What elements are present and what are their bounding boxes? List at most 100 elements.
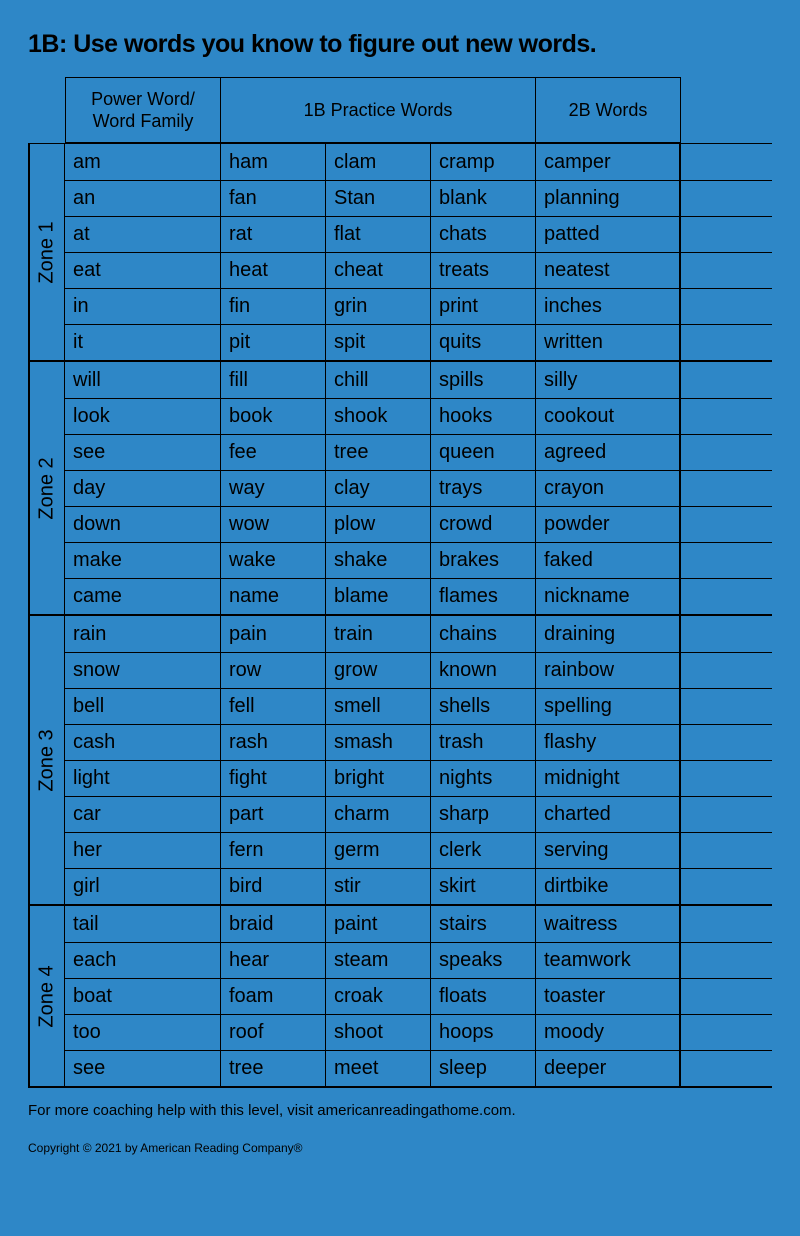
cell-2b-word: crayon: [536, 471, 681, 506]
cell-2b-word: rainbow: [536, 653, 681, 688]
cell-practice-1: book: [221, 399, 326, 434]
table-row: eachhearsteamspeaksteamwork: [65, 942, 772, 978]
zone-rows: tailbraidpaintstairswaitresseachhearstea…: [65, 906, 772, 1086]
cell-2b-word: teamwork: [536, 943, 681, 978]
cell-powerword: see: [65, 435, 221, 470]
cell-practice-3: cramp: [431, 144, 536, 180]
table-row: lookbookshookhookscookout: [65, 398, 772, 434]
cell-practice-1: foam: [221, 979, 326, 1014]
cell-practice-2: paint: [326, 906, 431, 942]
zone-rows: willfillchillspillssillylookbookshookhoo…: [65, 362, 772, 614]
zone-rows: rainpaintrainchainsdrainingsnowrowgrowkn…: [65, 616, 772, 904]
cell-2b-word: agreed: [536, 435, 681, 470]
zone-label-text: Zone 1: [36, 221, 59, 283]
cell-practice-1: way: [221, 471, 326, 506]
table-row: boatfoamcroakfloatstoaster: [65, 978, 772, 1014]
table-row: anfanStanblankplanning: [65, 180, 772, 216]
cell-powerword: tail: [65, 906, 221, 942]
cell-2b-word: nickname: [536, 579, 681, 614]
cell-practice-2: plow: [326, 507, 431, 542]
cell-2b-word: moody: [536, 1015, 681, 1050]
table-row: tooroofshoothoopsmoody: [65, 1014, 772, 1050]
cell-2b-word: planning: [536, 181, 681, 216]
zone-label-text: Zone 3: [36, 729, 59, 791]
cell-2b-word: toaster: [536, 979, 681, 1014]
cell-2b-word: spelling: [536, 689, 681, 724]
cell-practice-2: grow: [326, 653, 431, 688]
cell-powerword: look: [65, 399, 221, 434]
cell-practice-3: known: [431, 653, 536, 688]
cell-practice-3: spills: [431, 362, 536, 398]
cell-practice-2: stir: [326, 869, 431, 904]
cell-practice-3: queen: [431, 435, 536, 470]
cell-practice-2: shoot: [326, 1015, 431, 1050]
cell-practice-2: spit: [326, 325, 431, 360]
table-row: girlbirdstirskirtdirtbike: [65, 868, 772, 904]
cell-2b-word: patted: [536, 217, 681, 252]
zone-section: Zone 1amhamclamcrampcamperanfanStanblank…: [28, 143, 772, 360]
cell-powerword: it: [65, 325, 221, 360]
cell-practice-3: sleep: [431, 1051, 536, 1086]
cell-practice-1: pit: [221, 325, 326, 360]
table-row: willfillchillspillssilly: [65, 362, 772, 398]
cell-practice-3: chats: [431, 217, 536, 252]
cell-practice-1: fern: [221, 833, 326, 868]
table-row: herferngermclerkserving: [65, 832, 772, 868]
cell-practice-3: treats: [431, 253, 536, 288]
cell-powerword: am: [65, 144, 221, 180]
zone-section: Zone 2willfillchillspillssillylookbooksh…: [28, 360, 772, 614]
cell-practice-3: clerk: [431, 833, 536, 868]
cell-practice-1: tree: [221, 1051, 326, 1086]
cell-2b-word: waitress: [536, 906, 681, 942]
cell-practice-2: steam: [326, 943, 431, 978]
cell-2b-word: flashy: [536, 725, 681, 760]
table-row: itpitspitquitswritten: [65, 324, 772, 360]
cell-powerword: day: [65, 471, 221, 506]
cell-powerword: came: [65, 579, 221, 614]
cell-practice-3: blank: [431, 181, 536, 216]
cell-practice-3: trays: [431, 471, 536, 506]
cell-2b-word: cookout: [536, 399, 681, 434]
table-row: snowrowgrowknownrainbow: [65, 652, 772, 688]
cell-2b-word: serving: [536, 833, 681, 868]
cell-practice-1: name: [221, 579, 326, 614]
cell-practice-2: blame: [326, 579, 431, 614]
cell-practice-3: nights: [431, 761, 536, 796]
cell-practice-1: wow: [221, 507, 326, 542]
cell-practice-2: train: [326, 616, 431, 652]
cell-2b-word: neatest: [536, 253, 681, 288]
cell-practice-1: pain: [221, 616, 326, 652]
cell-practice-1: heat: [221, 253, 326, 288]
zone-rows: amhamclamcrampcamperanfanStanblankplanni…: [65, 144, 772, 360]
cell-practice-2: bright: [326, 761, 431, 796]
cell-practice-1: fight: [221, 761, 326, 796]
cell-practice-2: flat: [326, 217, 431, 252]
cell-powerword: light: [65, 761, 221, 796]
cell-powerword: car: [65, 797, 221, 832]
cell-practice-1: hear: [221, 943, 326, 978]
cell-practice-3: hoops: [431, 1015, 536, 1050]
cell-2b-word: written: [536, 325, 681, 360]
cell-practice-1: row: [221, 653, 326, 688]
table-row: atratflatchatspatted: [65, 216, 772, 252]
table-row: seefeetreequeenagreed: [65, 434, 772, 470]
cell-2b-word: charted: [536, 797, 681, 832]
cell-practice-1: rat: [221, 217, 326, 252]
cell-practice-1: fill: [221, 362, 326, 398]
cell-practice-2: grin: [326, 289, 431, 324]
cell-practice-3: chains: [431, 616, 536, 652]
cell-practice-1: roof: [221, 1015, 326, 1050]
cell-powerword: down: [65, 507, 221, 542]
table-row: amhamclamcrampcamper: [65, 144, 772, 180]
cell-powerword: see: [65, 1051, 221, 1086]
footer-note: For more coaching help with this level, …: [28, 1102, 772, 1119]
cell-practice-2: charm: [326, 797, 431, 832]
cell-practice-1: wake: [221, 543, 326, 578]
table-row: bellfellsmellshellsspelling: [65, 688, 772, 724]
cell-2b-word: draining: [536, 616, 681, 652]
cell-powerword: rain: [65, 616, 221, 652]
cell-2b-word: deeper: [536, 1051, 681, 1086]
cell-practice-3: trash: [431, 725, 536, 760]
table-row: makewakeshakebrakesfaked: [65, 542, 772, 578]
cell-practice-2: clam: [326, 144, 431, 180]
